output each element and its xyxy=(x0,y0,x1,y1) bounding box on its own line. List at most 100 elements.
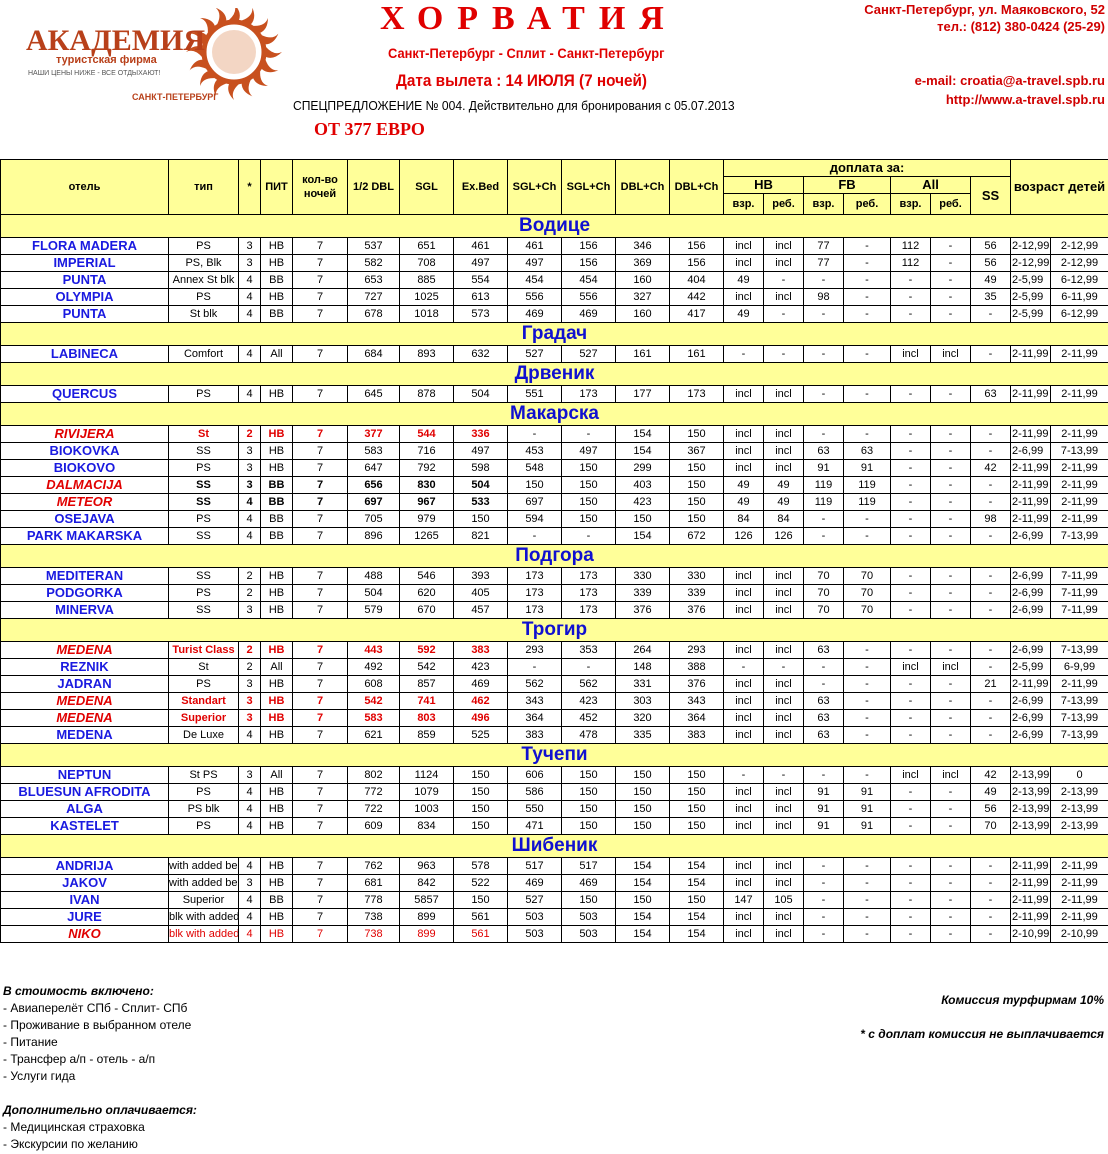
cell-sgl-ch-2: 150 xyxy=(561,800,616,818)
cell-fb-adult: - xyxy=(803,658,844,676)
cell-nights: 7 xyxy=(292,510,348,528)
cell-ss: 35 xyxy=(969,288,1012,306)
cell-dbl-ch-2: 150 xyxy=(669,783,724,801)
cell-exbed: 150 xyxy=(453,510,508,528)
col-stars: * xyxy=(238,159,261,215)
hotel-row: QUERCUS PS 4 HB 7 645 878 504 551 173 177 173 incl in… xyxy=(0,385,1108,403)
cell-type: St blk xyxy=(168,305,239,323)
cell-hb-child: incl xyxy=(763,675,804,693)
hotel-name: MEDITERAN xyxy=(0,567,169,585)
hotel-row: ANDRIJA with added bed 4 HB 7 762 963 578 517 517… xyxy=(0,857,1108,875)
cell-nights: 7 xyxy=(292,817,348,835)
hotel-row: BLUESUN AFRODITA PS 4 HB 7 772 1079 150 586 150 15… xyxy=(0,783,1108,801)
cell-dbl-ch-2: 417 xyxy=(669,305,724,323)
cell-sgl: 546 xyxy=(399,567,454,585)
cell-sgl-ch-2: 497 xyxy=(561,442,616,460)
included-item: - Авиаперелёт СПб - Сплит- СПб xyxy=(3,1001,188,1015)
cell-nights: 7 xyxy=(292,891,348,909)
cell-child-age-2: 7-11,99 xyxy=(1050,584,1108,602)
hotel-row: MEDENA Standart 3 HB 7 542 741 462 343 423 303 343 i… xyxy=(0,692,1108,710)
cell-fb-child: - xyxy=(843,305,891,323)
cell-hb-adult: 49 xyxy=(723,476,764,494)
cell-board: HB xyxy=(260,442,293,460)
cell-dbl-ch-1: 335 xyxy=(615,726,670,744)
cell-hb-adult: incl xyxy=(723,254,764,272)
cell-nights: 7 xyxy=(292,601,348,619)
cell-child-age-1: 2-5,99 xyxy=(1010,658,1052,676)
cell-child-age-2: 2-13,99 xyxy=(1050,800,1108,818)
cell-fb-child: - xyxy=(843,237,891,255)
cell-board: HB xyxy=(260,567,293,585)
cell-sgl-ch-1: 697 xyxy=(507,493,562,511)
cell-nights: 7 xyxy=(292,766,348,784)
hotel-name: RIVIJERA xyxy=(0,425,169,443)
cell-stars: 4 xyxy=(238,783,261,801)
cell-hb-child: incl xyxy=(763,692,804,710)
cell-fb-child: - xyxy=(843,288,891,306)
cell-hb-adult: incl xyxy=(723,288,764,306)
cell-sgl-ch-2: 156 xyxy=(561,237,616,255)
cell-half-dbl: 705 xyxy=(347,510,400,528)
cell-type: blk with added xyxy=(168,908,239,926)
cell-ss: 49 xyxy=(969,271,1012,289)
hotel-name: MEDENA xyxy=(0,692,169,710)
cell-stars: 2 xyxy=(238,425,261,443)
hotel-name: PODGORKA xyxy=(0,584,169,602)
cell-board: HB xyxy=(260,425,293,443)
cell-nights: 7 xyxy=(292,271,348,289)
cell-child-age-1: 2-6,99 xyxy=(1010,584,1052,602)
svg-text:НАШИ ЦЕНЫ НИЖЕ - ВСЕ ОТДЫХАЮТ!: НАШИ ЦЕНЫ НИЖЕ - ВСЕ ОТДЫХАЮТ! xyxy=(28,70,160,77)
sun-ray xyxy=(241,7,255,25)
cell-dbl-ch-1: 331 xyxy=(615,675,670,693)
cell-fb-child: - xyxy=(843,925,891,943)
cell-exbed: 150 xyxy=(453,783,508,801)
cell-nights: 7 xyxy=(292,857,348,875)
col-hb: HB xyxy=(723,176,804,194)
cell-sgl: 830 xyxy=(399,476,454,494)
cell-type: SS xyxy=(168,567,239,585)
cell-child-age-1: 2-6,99 xyxy=(1010,527,1052,545)
cell-sgl-ch-1: 469 xyxy=(507,874,562,892)
website-link[interactable]: http://www.a-travel.spb.ru xyxy=(945,92,1105,107)
cell-dbl-ch-1: 264 xyxy=(615,641,670,659)
svg-text:туристская фирма: туристская фирма xyxy=(56,54,158,66)
cell-half-dbl: 678 xyxy=(347,305,400,323)
cell-type: PS xyxy=(168,237,239,255)
cell-all-adult: - xyxy=(890,692,931,710)
cell-exbed: 821 xyxy=(453,527,508,545)
cell-all-child: - xyxy=(930,527,971,545)
cell-ss: 56 xyxy=(969,800,1012,818)
cell-dbl-ch-1: 150 xyxy=(615,766,670,784)
cell-child-age-1: 2-11,99 xyxy=(1010,874,1052,892)
cell-stars: 3 xyxy=(238,766,261,784)
cell-exbed: 150 xyxy=(453,891,508,909)
cell-sgl-ch-1: 517 xyxy=(507,857,562,875)
cell-dbl-ch-1: 154 xyxy=(615,908,670,926)
cell-fb-child: 91 xyxy=(843,800,891,818)
cell-hb-child: incl xyxy=(763,288,804,306)
cell-nights: 7 xyxy=(292,288,348,306)
cell-nights: 7 xyxy=(292,237,348,255)
cell-stars: 4 xyxy=(238,857,261,875)
cell-ss: - xyxy=(969,442,1012,460)
cell-sgl-ch-2: 353 xyxy=(561,641,616,659)
cell-hb-adult: incl xyxy=(723,709,764,727)
cell-hb-child: incl xyxy=(763,800,804,818)
email-link[interactable]: e-mail: croatia@a-travel.spb.ru xyxy=(914,73,1105,88)
cell-dbl-ch-1: 154 xyxy=(615,925,670,943)
cell-nights: 7 xyxy=(292,567,348,585)
cell-child-age-2: 2-11,99 xyxy=(1050,493,1108,511)
cell-dbl-ch-2: 442 xyxy=(669,288,724,306)
section-row: Шибеник xyxy=(0,834,1108,858)
section-row: Водице xyxy=(0,214,1108,238)
cell-fb-adult: - xyxy=(803,891,844,909)
cell-stars: 2 xyxy=(238,641,261,659)
cell-child-age-1: 2-12,99 xyxy=(1010,237,1052,255)
hotel-name: QUERCUS xyxy=(0,385,169,403)
address: Санкт-Петербург, ул. Маяковского, 52 xyxy=(864,2,1105,17)
cell-ss: - xyxy=(969,709,1012,727)
cell-stars: 3 xyxy=(238,476,261,494)
cell-sgl: 716 xyxy=(399,442,454,460)
cell-nights: 7 xyxy=(292,874,348,892)
cell-sgl-ch-1: 586 xyxy=(507,783,562,801)
